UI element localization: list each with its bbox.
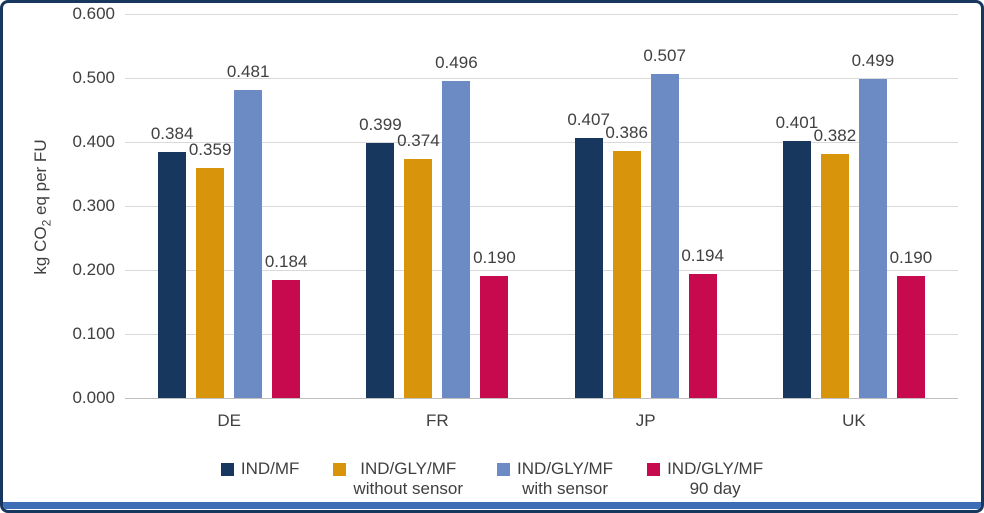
legend-item-3: IND/GLY/MF 90 day: [647, 459, 763, 499]
data-label-de-series-2: 0.481: [226, 62, 270, 82]
legend-swatch-icon: [220, 463, 234, 476]
bar-jp-series-2: 0.507: [643, 46, 686, 398]
legend-swatch-icon: [647, 463, 661, 476]
bar-uk-series-2: 0.499: [852, 51, 894, 398]
legend: IND/MF IND/GLY/MF without sensor IND/GLY/MF…: [3, 459, 981, 499]
legend-label-2: IND/GLY/MF with sensor: [517, 459, 614, 498]
y-tick-label-0.600: 0.600: [72, 3, 115, 23]
bar-group-de: 0.384 0.359 0.481 0.184: [125, 14, 333, 398]
data-label-fr-series-0: 0.399: [359, 114, 402, 134]
legend-swatch-icon: [497, 463, 511, 476]
bar-uk-series-3: 0.190: [890, 248, 932, 398]
legend-label-1: IND/GLY/MF without sensor: [353, 459, 464, 498]
bar-fr-series-1: 0.374: [397, 131, 440, 398]
x-tick-label-jp: JP: [635, 411, 656, 430]
legend-item-0: IND/MF: [220, 459, 300, 479]
y-axis-title-sub: 2: [39, 219, 54, 227]
data-label-fr-series-1: 0.374: [397, 130, 440, 150]
gridline-0.400: [125, 142, 958, 143]
y-tick-label-0.000: 0.000: [72, 388, 115, 407]
y-tick-label-0.100: 0.100: [72, 324, 115, 343]
legend-label-3: IND/GLY/MF 90 day: [667, 459, 764, 498]
data-label-uk-series-0: 0.401: [775, 113, 819, 133]
bar-de-series-3: 0.184: [265, 252, 307, 398]
y-tick-label-0.200: 0.200: [72, 260, 115, 279]
legend-swatch-icon: [333, 463, 347, 476]
data-label-uk-series-3: 0.190: [889, 248, 933, 268]
bar-uk-series-0: 0.401: [776, 113, 818, 398]
gridline-0.100: [125, 334, 958, 335]
bar-group-uk: 0.401 0.382 0.499 0.190: [750, 14, 958, 398]
bar-fr-series-2: 0.496: [435, 53, 478, 398]
bar-fr-series-0: 0.399: [359, 115, 402, 398]
gridline-0.500: [125, 78, 958, 79]
data-label-uk-series-2: 0.499: [851, 50, 895, 70]
data-label-jp-series-1: 0.386: [605, 123, 648, 142]
data-label-uk-series-1: 0.382: [813, 125, 857, 145]
bar-jp-series-0: 0.407: [567, 110, 610, 398]
data-label-jp-series-3: 0.194: [681, 245, 724, 265]
bar-de-series-0: 0.384: [151, 124, 193, 398]
legend-label-0: IND/MF: [240, 459, 300, 478]
data-label-de-series-0: 0.384: [150, 124, 194, 144]
bar-group-jp: 0.407 0.386 0.507 0.194: [542, 14, 750, 398]
x-tick-label-uk: UK: [842, 411, 866, 430]
bar-fr-series-3: 0.190: [473, 248, 516, 398]
data-label-de-series-3: 0.184: [264, 252, 308, 272]
y-tick-label-0.400: 0.400: [72, 132, 115, 151]
bar-de-series-1: 0.359: [189, 140, 231, 398]
bar-de-series-2: 0.481: [227, 62, 269, 398]
data-label-fr-series-3: 0.190: [473, 248, 516, 268]
bar-jp-series-3: 0.194: [681, 246, 724, 398]
bottom-accent-bar: [3, 502, 981, 509]
x-tick-label-de: DE: [217, 411, 241, 430]
gridline-0.200: [125, 270, 958, 271]
data-label-fr-series-2: 0.496: [435, 52, 478, 72]
y-tick-label-0.500: 0.500: [72, 68, 115, 87]
gridline-0.000: [125, 398, 958, 399]
bar-group-fr: 0.399 0.374 0.496 0.190: [333, 14, 541, 398]
legend-item-1: IND/GLY/MF without sensor: [333, 459, 463, 499]
data-label-jp-series-0: 0.407: [567, 109, 610, 129]
data-label-de-series-1: 0.359: [188, 140, 232, 160]
bar-uk-series-1: 0.382: [814, 126, 856, 398]
data-label-jp-series-2: 0.507: [643, 45, 686, 65]
legend-item-2: IND/GLY/MF with sensor: [497, 459, 613, 499]
y-tick-label-0.300: 0.300: [72, 196, 115, 215]
gridline-0.600: [125, 14, 958, 15]
gridline-0.300: [125, 206, 958, 207]
x-tick-label-fr: FR: [426, 411, 449, 430]
bar-jp-series-1: 0.386: [605, 123, 648, 398]
